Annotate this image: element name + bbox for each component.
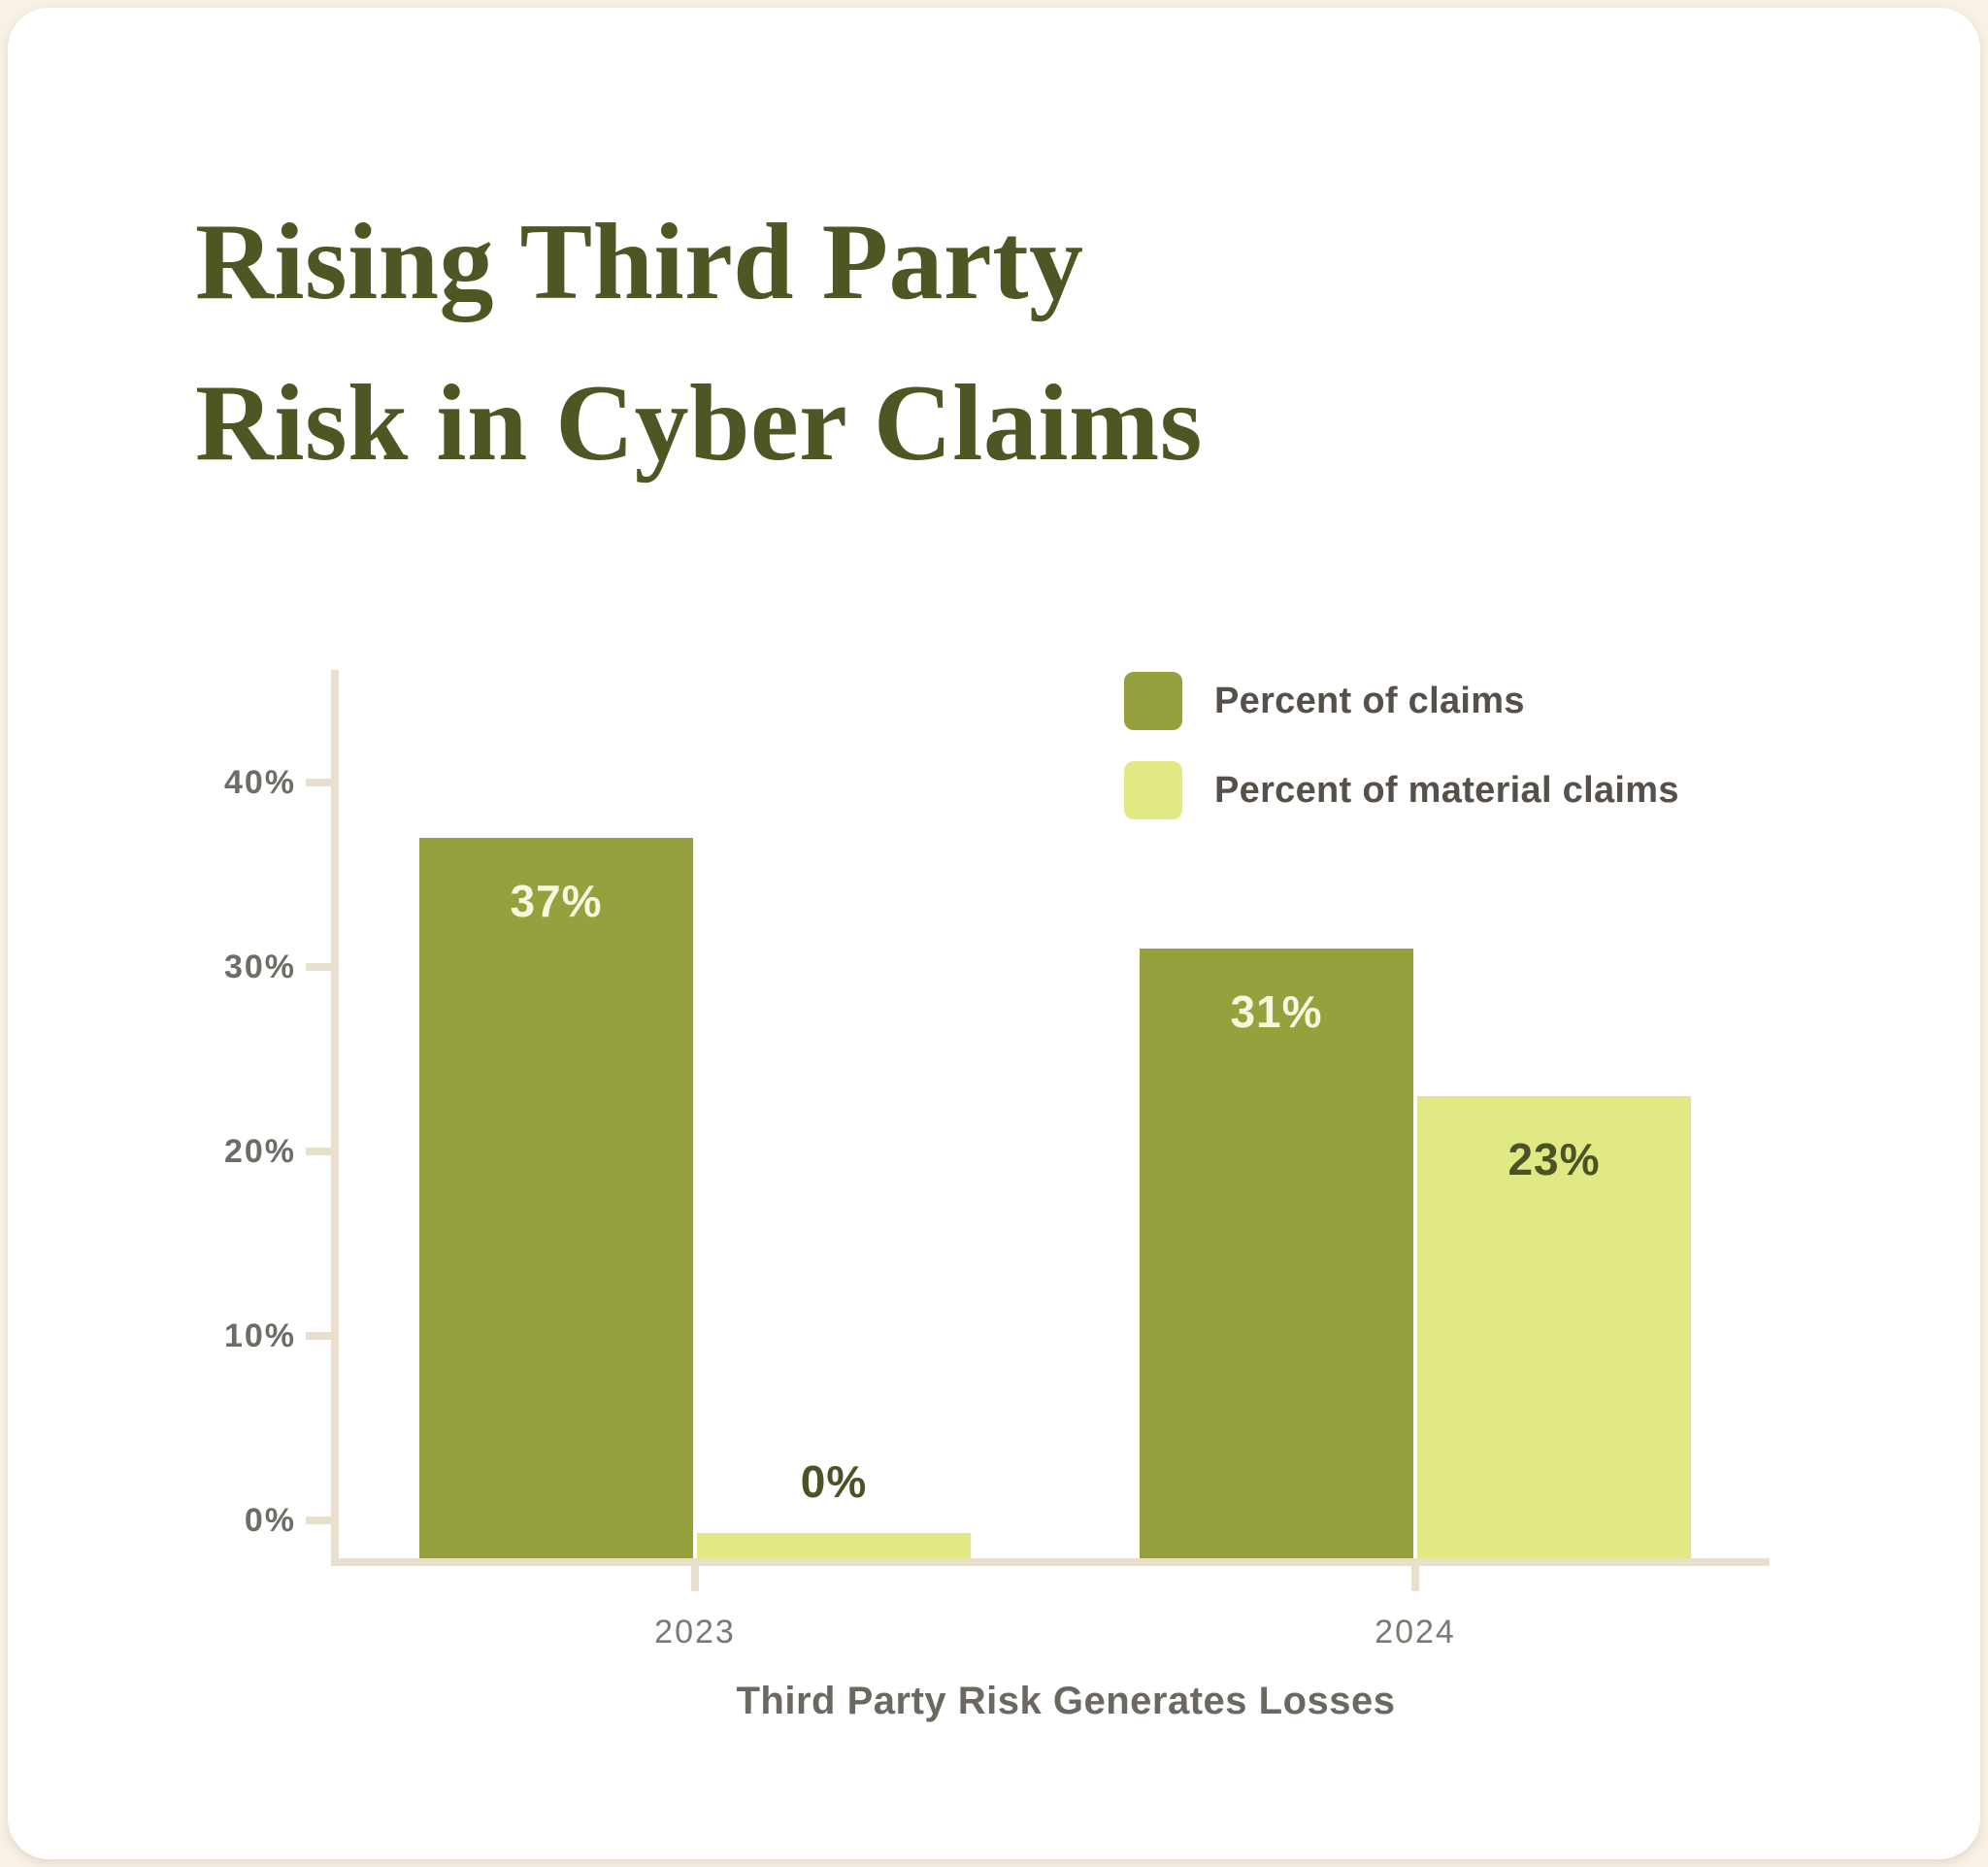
bar-2023-percent-of-material-claims xyxy=(697,1533,971,1558)
y-tick-label-30%: 30% xyxy=(223,949,296,985)
y-tick-label-0%: 0% xyxy=(244,1502,296,1539)
y-tick-30% xyxy=(306,963,331,971)
bar-value-label-2024-percent-of-material-claims: 23% xyxy=(1508,1134,1601,1184)
y-tick-10% xyxy=(306,1332,331,1340)
bar-value-label-2023-percent-of-material-claims: 0% xyxy=(800,1456,868,1507)
bar-2023-percent-of-claims xyxy=(419,838,693,1558)
bar-2024-percent-of-claims xyxy=(1140,949,1413,1558)
y-tick-label-20%: 20% xyxy=(223,1133,296,1170)
x-tick-label-2024: 2024 xyxy=(1375,1614,1456,1650)
y-tick-20% xyxy=(306,1148,331,1155)
bar-2024-percent-of-material-claims xyxy=(1417,1096,1691,1558)
legend-swatch-percent-of-claims xyxy=(1124,672,1182,730)
x-axis-title: Third Party Risk Generates Losses xyxy=(736,1680,1396,1722)
chart-title: Rising Third Party Risk in Cyber Claims xyxy=(195,182,1203,504)
y-tick-0% xyxy=(306,1517,331,1524)
legend-label-percent-of-claims: Percent of claims xyxy=(1214,680,1525,721)
bar-value-label-2023-percent-of-claims: 37% xyxy=(510,876,603,926)
bar-chart: 0% 10% 20% 30% 40% 2023 2024 37% 31% 0% 23% xyxy=(8,8,1988,1867)
y-axis-line xyxy=(331,670,339,1566)
chart-card: Rising Third Party Risk in Cyber Claims … xyxy=(8,8,1980,1859)
x-tick-2024 xyxy=(1411,1566,1419,1591)
legend-item-percent-of-material-claims: Percent of material claims xyxy=(1124,761,1679,819)
legend-item-percent-of-claims: Percent of claims xyxy=(1124,672,1679,730)
x-axis-line xyxy=(331,1558,1770,1566)
chart-title-line-1: Rising Third Party xyxy=(195,202,1084,322)
x-tick-label-2023: 2023 xyxy=(654,1614,736,1650)
chart-title-line-2: Risk in Cyber Claims xyxy=(195,363,1203,483)
y-tick-40% xyxy=(306,779,331,786)
x-tick-2023 xyxy=(691,1566,699,1591)
chart-legend: Percent of claims Percent of material cl… xyxy=(1124,672,1679,850)
y-tick-label-10%: 10% xyxy=(223,1317,296,1354)
bar-value-label-2024-percent-of-claims: 31% xyxy=(1230,986,1323,1037)
legend-label-percent-of-material-claims: Percent of material claims xyxy=(1214,769,1679,811)
legend-swatch-percent-of-material-claims xyxy=(1124,761,1182,819)
y-tick-label-40%: 40% xyxy=(223,764,296,801)
